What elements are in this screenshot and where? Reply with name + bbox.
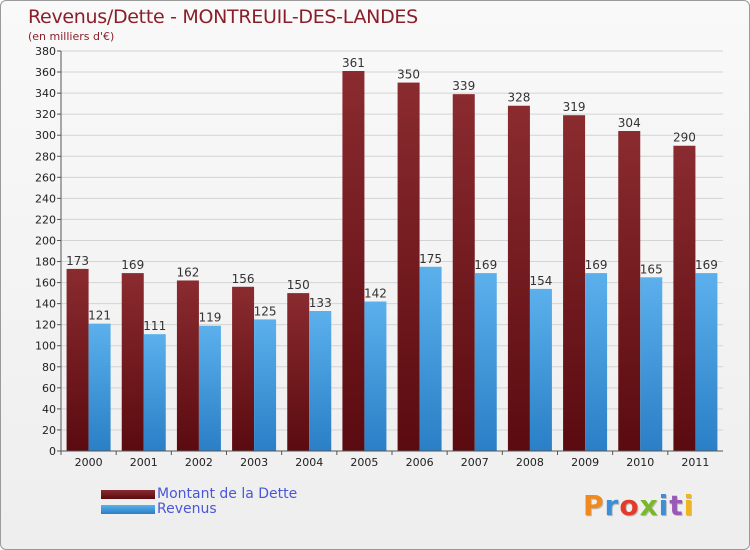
value-label-revenus-2001: 111 <box>143 319 166 333</box>
bar-dette-2001 <box>121 273 144 451</box>
y-tick-label: 100 <box>35 340 56 353</box>
value-label-dette-2009: 319 <box>563 100 586 114</box>
x-tick-label: 2002 <box>185 456 213 469</box>
y-tick-label: 200 <box>35 234 56 247</box>
bar-revenus-2005 <box>364 301 387 451</box>
bar-revenus-2009 <box>585 273 608 451</box>
bar-revenus-2008 <box>529 288 552 451</box>
x-tick-label: 2007 <box>461 456 489 469</box>
x-tick-label: 2011 <box>681 456 709 469</box>
value-label-revenus-2011: 169 <box>695 258 718 272</box>
y-tick-label: 280 <box>35 150 56 163</box>
bar-revenus-2011 <box>695 273 718 451</box>
legend-item-dette: Montant de la Dette <box>101 487 297 501</box>
bar-revenus-2003 <box>254 319 277 451</box>
y-tick-label: 140 <box>35 298 56 311</box>
y-tick-label: 220 <box>35 213 56 226</box>
value-label-revenus-2006: 175 <box>419 252 442 266</box>
value-label-revenus-2010: 165 <box>640 262 663 276</box>
legend-label-revenus: Revenus <box>157 501 217 517</box>
y-tick-label: 0 <box>49 445 56 458</box>
bar-dette-2008 <box>507 105 530 451</box>
y-tick-label: 20 <box>42 424 56 437</box>
value-label-dette-2003: 156 <box>232 272 255 286</box>
value-label-dette-2002: 162 <box>176 265 199 279</box>
bar-revenus-2004 <box>309 311 332 451</box>
bar-dette-2010 <box>618 131 641 451</box>
y-tick-label: 180 <box>35 256 56 269</box>
y-tick-label: 120 <box>35 319 56 332</box>
bar-revenus-2002 <box>198 325 221 451</box>
y-tick-label: 40 <box>42 403 56 416</box>
legend-label-dette: Montant de la Dette <box>157 486 298 502</box>
chart-title: Revenus/Dette - MONTREUIL-DES-LANDES <box>28 6 418 28</box>
value-label-revenus-2000: 121 <box>88 309 111 323</box>
x-tick-label: 2003 <box>240 456 268 469</box>
value-label-dette-2011: 290 <box>673 131 696 145</box>
value-label-revenus-2007: 169 <box>474 258 497 272</box>
x-axis-ticks: 2000 2001 2002 2003 2004 2005 2006 2007 2008 2009… <box>60 451 709 469</box>
bar-revenus-2000 <box>88 323 111 451</box>
value-label-revenus-2004: 133 <box>309 296 332 310</box>
bar-dette-2006 <box>397 82 420 451</box>
gridlines <box>57 50 723 452</box>
value-label-revenus-2009: 169 <box>585 258 608 272</box>
bar-dette-2007 <box>452 94 475 451</box>
value-labels: 173 121 169 111 162 119 156 125 150 133 361 142 350 1… <box>66 56 718 333</box>
chart-subtitle: (en milliers d'€) <box>28 30 115 43</box>
bar-dette-2009 <box>563 115 586 452</box>
value-label-revenus-2005: 142 <box>364 287 387 301</box>
x-tick-label: 2009 <box>571 456 599 469</box>
bars <box>66 71 718 452</box>
bar-dette-2003 <box>232 286 255 451</box>
proxiti-logo: Proxiti <box>583 489 695 522</box>
bar-revenus-2010 <box>640 277 663 451</box>
bar-dette-2000 <box>66 268 89 451</box>
x-tick-label: 2006 <box>406 456 434 469</box>
x-tick-label: 2008 <box>516 456 544 469</box>
bar-dette-2005 <box>342 71 365 451</box>
value-label-revenus-2008: 154 <box>529 274 552 288</box>
y-tick-label: 260 <box>35 171 56 184</box>
value-label-dette-2004: 150 <box>287 278 310 292</box>
y-tick-label: 340 <box>35 87 56 100</box>
value-label-dette-2007: 339 <box>452 79 475 93</box>
value-label-dette-2005: 361 <box>342 56 365 70</box>
y-tick-label: 160 <box>35 277 56 290</box>
y-tick-label: 300 <box>35 129 56 142</box>
x-tick-label: 2000 <box>75 456 103 469</box>
bar-dette-2004 <box>287 293 310 451</box>
value-label-dette-2000: 173 <box>66 254 89 268</box>
y-tick-label: 80 <box>42 361 56 374</box>
y-axis-ticks: 0 20 40 60 80 100 120 140 160 180 200 220 240 260 280 3… <box>35 45 56 458</box>
legend-swatch-dette <box>101 489 155 499</box>
x-tick-label: 2004 <box>295 456 323 469</box>
y-tick-label: 60 <box>42 382 56 395</box>
bar-revenus-2007 <box>474 273 497 451</box>
axes <box>60 51 723 452</box>
x-tick-label: 2010 <box>626 456 654 469</box>
value-label-revenus-2002: 119 <box>198 311 221 325</box>
value-label-dette-2010: 304 <box>618 116 641 130</box>
bar-revenus-2001 <box>143 334 166 451</box>
y-tick-label: 240 <box>35 192 56 205</box>
x-tick-label: 2005 <box>350 456 378 469</box>
value-label-dette-2006: 350 <box>397 68 420 82</box>
bar-dette-2011 <box>673 145 696 451</box>
bar-dette-2002 <box>176 280 199 451</box>
legend-swatch-revenus <box>101 504 155 514</box>
x-tick-label: 2001 <box>130 456 158 469</box>
value-label-dette-2008: 328 <box>507 91 530 105</box>
value-label-revenus-2003: 125 <box>254 304 277 318</box>
legend-item-revenus: Revenus <box>101 502 217 516</box>
bar-revenus-2006 <box>419 266 442 451</box>
y-tick-label: 320 <box>35 108 56 121</box>
value-label-dette-2001: 169 <box>121 258 144 272</box>
y-tick-label: 380 <box>35 45 56 58</box>
y-tick-label: 360 <box>35 66 56 79</box>
